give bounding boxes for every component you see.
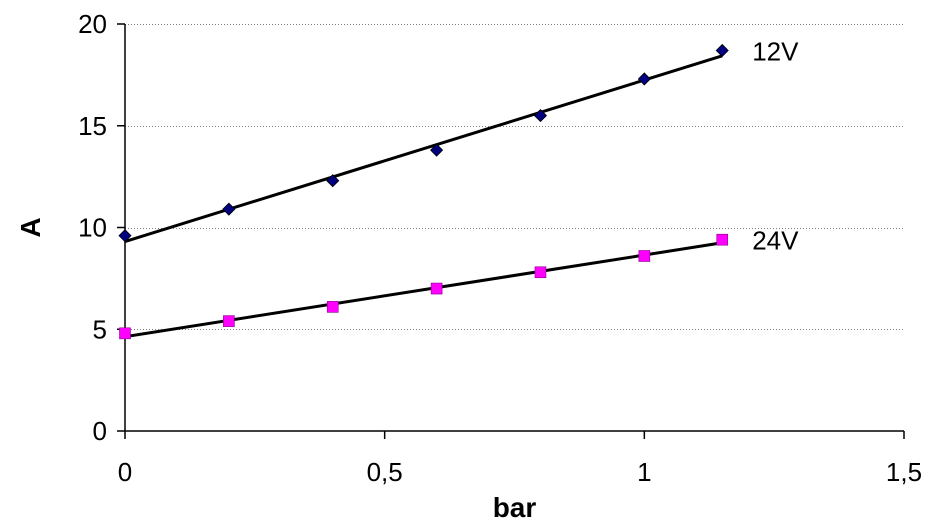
marker-12V-2 xyxy=(326,174,340,188)
y-tick-label-3: 15 xyxy=(78,111,107,141)
x-tick-label-1: 0,5 xyxy=(367,457,403,487)
x-tick-label-2: 1 xyxy=(637,457,651,487)
series-label-12V: 12V xyxy=(752,36,799,66)
marker-24V-5 xyxy=(638,250,651,262)
marker-24V-0 xyxy=(119,327,131,340)
x-axis-title: bar xyxy=(493,492,537,523)
y-tick-label-0: 0 xyxy=(93,416,107,446)
marker-12V-6 xyxy=(715,43,729,58)
marker-12V-3 xyxy=(430,143,444,157)
marker-12V-0 xyxy=(118,229,132,243)
trendlines xyxy=(124,54,723,339)
grid-layer xyxy=(125,24,904,330)
y-tick-label-1: 5 xyxy=(93,314,107,344)
y-tick-label-2: 10 xyxy=(78,213,107,243)
ticks-layer: 0 5 10 15 20 0 0,5 1 1,5 xyxy=(78,9,922,487)
data-markers xyxy=(118,43,729,340)
marker-24V-3 xyxy=(430,282,443,295)
marker-24V-4 xyxy=(534,266,547,279)
series-labels: 12V 24V xyxy=(752,36,799,255)
marker-24V-1 xyxy=(223,315,235,327)
trendline-12V xyxy=(124,54,723,243)
y-axis-title: A xyxy=(15,217,46,237)
marker-24V-6 xyxy=(716,233,729,246)
marker-24V-2 xyxy=(326,301,339,313)
marker-12V-5 xyxy=(637,72,651,86)
x-tick-label-3: 1,5 xyxy=(886,457,922,487)
marker-12V-4 xyxy=(533,109,548,123)
x-tick-label-0: 0 xyxy=(118,457,132,487)
trendline-24V xyxy=(124,241,723,339)
series-label-24V: 24V xyxy=(752,226,799,256)
y-tick-label-4: 20 xyxy=(78,9,107,39)
marker-12V-1 xyxy=(222,202,236,216)
